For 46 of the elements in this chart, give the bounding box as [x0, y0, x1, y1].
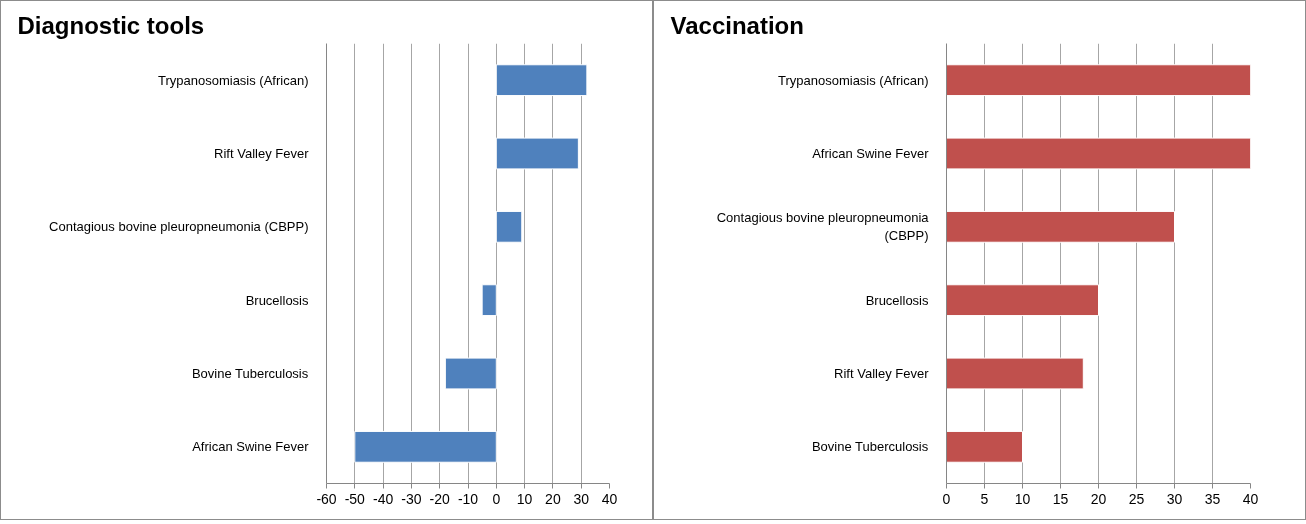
y-tick-label: Contagious bovine pleuropneumonia (CBPP): [49, 219, 309, 235]
x-tick-label: 20: [1090, 490, 1107, 507]
x-tick-label: 40: [1242, 490, 1259, 507]
x-tick-label: 0: [492, 490, 501, 507]
y-tick-label: Trypanosomiasis (African): [158, 72, 309, 88]
x-tick-label: -50: [344, 490, 366, 507]
bar: [946, 137, 1251, 170]
bar: [946, 284, 1099, 317]
x-tick-label: 10: [1014, 490, 1031, 507]
bar: [444, 357, 497, 390]
bar: [481, 284, 497, 317]
x-tick-label: -30: [401, 490, 422, 507]
x-tick-label: 5: [980, 490, 989, 507]
x-tick-label: 10: [516, 490, 533, 507]
x-tick-label: -60: [316, 490, 337, 507]
x-tick-label: 35: [1204, 490, 1221, 507]
bar: [946, 64, 1251, 97]
x-tick-label: 20: [545, 490, 561, 507]
x-tick-label: 40: [601, 490, 618, 507]
bar: [946, 430, 1023, 463]
x-tick-label: 30: [1166, 490, 1183, 507]
y-tick-label: African Swine Fever: [812, 146, 930, 161]
y-tick-label: Brucellosis: [245, 292, 309, 308]
bar: [495, 210, 523, 243]
y-tick-label: Rift Valley Fever: [834, 366, 930, 381]
y-tick-label: Bovine Tuberculosis: [191, 366, 309, 381]
bar: [946, 210, 1175, 243]
x-tick-label: -40: [372, 490, 394, 507]
x-tick-label: 25: [1128, 490, 1145, 507]
text: Diagnostic tools: [17, 11, 205, 39]
bar: [354, 430, 497, 463]
bar: [495, 137, 579, 170]
y-tick-label: Rift Valley Fever: [214, 146, 310, 161]
bar: [495, 64, 588, 97]
x-tick-label: -20: [429, 490, 451, 507]
x-tick-label: 0: [942, 490, 951, 507]
bar: [946, 357, 1084, 390]
y-tick-label: Bovine Tuberculosis: [811, 439, 929, 455]
x-tick-label: 15: [1052, 490, 1069, 507]
y-tick-label: Brucellosis: [865, 292, 929, 308]
y-tick-label: African Swine Fever: [192, 439, 310, 455]
text: Vaccination: [670, 11, 804, 39]
y-tick-label: Trypanosomiasis (African): [778, 72, 929, 88]
x-tick-label: -10: [457, 490, 479, 507]
y-tick-label: Contagious bovine pleuropneumonia (CBPP): [716, 210, 930, 244]
x-tick-label: 30: [573, 490, 590, 507]
